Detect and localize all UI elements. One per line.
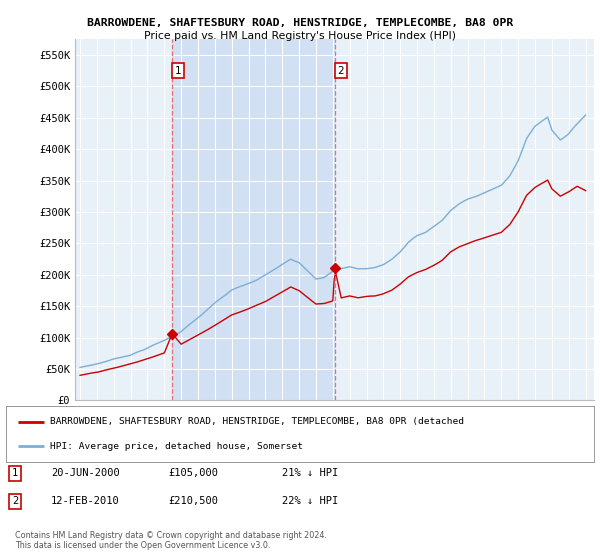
Text: 2: 2: [12, 496, 18, 506]
Text: £210,500: £210,500: [168, 496, 218, 506]
Text: 12-FEB-2010: 12-FEB-2010: [51, 496, 120, 506]
Text: 1: 1: [175, 66, 181, 76]
Text: Contains HM Land Registry data © Crown copyright and database right 2024.
This d: Contains HM Land Registry data © Crown c…: [15, 531, 327, 550]
Text: 1: 1: [12, 468, 18, 478]
Text: BARROWDENE, SHAFTESBURY ROAD, HENSTRIDGE, TEMPLECOMBE, BA8 0PR: BARROWDENE, SHAFTESBURY ROAD, HENSTRIDGE…: [87, 18, 513, 28]
Text: HPI: Average price, detached house, Somerset: HPI: Average price, detached house, Some…: [50, 442, 303, 451]
Text: 2: 2: [337, 66, 344, 76]
Text: BARROWDENE, SHAFTESBURY ROAD, HENSTRIDGE, TEMPLECOMBE, BA8 0PR (detached: BARROWDENE, SHAFTESBURY ROAD, HENSTRIDGE…: [50, 417, 464, 426]
Text: 22% ↓ HPI: 22% ↓ HPI: [282, 496, 338, 506]
Text: 20-JUN-2000: 20-JUN-2000: [51, 468, 120, 478]
Text: £105,000: £105,000: [168, 468, 218, 478]
Bar: [172, 39, 335, 400]
Text: Price paid vs. HM Land Registry's House Price Index (HPI): Price paid vs. HM Land Registry's House …: [144, 31, 456, 41]
Text: 21% ↓ HPI: 21% ↓ HPI: [282, 468, 338, 478]
